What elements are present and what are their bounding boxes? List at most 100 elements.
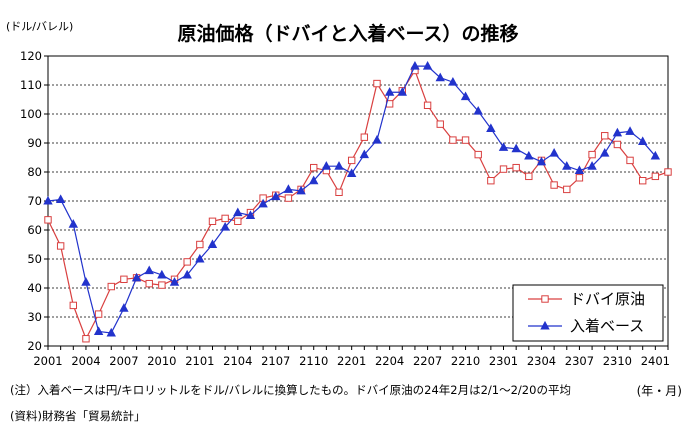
- data-point: [588, 150, 596, 159]
- data-point: [195, 253, 205, 263]
- data-point: [334, 161, 344, 170]
- x-axis-ticks: 2001 2004 2007 2010 2101 2104 2107 2110 2201 2204…: [33, 346, 670, 368]
- data-point: [360, 133, 369, 141]
- data-point: [169, 277, 180, 286]
- data-point: [373, 79, 381, 88]
- data-point: [550, 181, 558, 189]
- data-point: [68, 219, 79, 228]
- data-point: [540, 320, 550, 330]
- data-point: [233, 207, 243, 217]
- y-tick-label: 40: [27, 281, 42, 295]
- data-point: [664, 168, 672, 176]
- data-point: [271, 191, 281, 201]
- data-point: [283, 184, 294, 193]
- data-point: [335, 188, 343, 197]
- legend-label: 入着ベース: [570, 317, 644, 335]
- data-point: [536, 156, 547, 166]
- y-tick-label: 90: [27, 136, 42, 150]
- data-point: [106, 327, 116, 337]
- y-tick-label: 20: [27, 339, 42, 353]
- y-tick-label: 50: [27, 252, 42, 266]
- data-point: [69, 301, 78, 310]
- x-axis-unit: (年・月): [636, 384, 682, 398]
- x-tick-label: 2010: [147, 354, 176, 368]
- data-point: [575, 174, 584, 182]
- data-point: [650, 150, 661, 160]
- x-tick-label: 2207: [413, 354, 442, 368]
- data-point: [157, 269, 167, 279]
- data-point: [158, 281, 166, 289]
- data-point: [208, 217, 217, 226]
- data-point: [436, 120, 444, 128]
- data-point: [258, 198, 268, 208]
- data-point: [55, 194, 66, 204]
- data-point: [612, 127, 623, 137]
- data-point: [498, 142, 509, 151]
- data-point: [423, 101, 432, 109]
- x-tick-label: 2401: [641, 354, 670, 368]
- data-point: [321, 161, 332, 170]
- data-point: [461, 136, 470, 144]
- data-point: [574, 165, 585, 175]
- data-point: [651, 172, 660, 181]
- data-point: [613, 140, 622, 149]
- data-point: [359, 149, 370, 159]
- data-point: [310, 163, 318, 172]
- x-tick-label: 2007: [109, 354, 138, 368]
- data-point: [587, 161, 597, 170]
- x-tick-label: 2210: [451, 354, 480, 368]
- data-point: [120, 275, 128, 284]
- data-point: [525, 172, 533, 181]
- data-point: [448, 76, 458, 86]
- grid-lines: [48, 84, 668, 318]
- data-point: [486, 123, 496, 132]
- data-point: [119, 303, 129, 312]
- data-point: [43, 195, 53, 205]
- data-point: [93, 326, 104, 336]
- x-tick-label: 2310: [603, 354, 632, 368]
- y-tick-label: 110: [20, 78, 42, 92]
- data-point: [601, 132, 609, 140]
- y-tick-label: 100: [20, 107, 42, 121]
- y-tick-label: 80: [27, 165, 42, 179]
- data-point: [435, 72, 445, 82]
- legend-label: ドバイ原油: [570, 290, 645, 308]
- series-import-basis: [43, 61, 661, 337]
- data-point: [183, 258, 191, 266]
- data-point: [144, 265, 154, 275]
- x-tick-label: 2001: [33, 354, 62, 368]
- data-point: [563, 185, 571, 194]
- data-point: [221, 214, 229, 223]
- x-tick-label: 2104: [223, 354, 252, 368]
- data-point: [81, 277, 91, 286]
- data-point: [626, 156, 634, 165]
- data-point: [410, 61, 420, 70]
- data-point: [422, 61, 433, 70]
- legend-box: [512, 284, 664, 342]
- chart-title: 原油価格（ドバイと入着ベース）の推移: [177, 22, 518, 45]
- data-point: [625, 126, 635, 135]
- data-point: [94, 310, 103, 318]
- data-point: [82, 335, 90, 343]
- y-axis-unit: (ドル/バレル): [6, 20, 73, 33]
- x-tick-label: 2307: [565, 354, 594, 368]
- data-point: [511, 143, 521, 153]
- data-point: [499, 165, 508, 173]
- data-point: [449, 136, 457, 144]
- note-text: (注）入着ベースは円/キロリットルをドル/バレルに換算したもの。ドバイ原油の24…: [10, 383, 571, 397]
- x-tick-label: 2204: [375, 354, 404, 368]
- x-tick-label: 2201: [337, 354, 366, 368]
- data-point: [284, 194, 293, 202]
- data-point: [474, 150, 482, 159]
- series-layer: [43, 61, 672, 343]
- data-point: [473, 105, 483, 115]
- data-point: [487, 177, 495, 185]
- data-point: [296, 185, 306, 195]
- y-tick-label: 30: [27, 310, 42, 324]
- series-dubai-crude: [44, 66, 672, 343]
- x-tick-label: 2110: [299, 354, 328, 368]
- source-text: (資料)財務省「貿易統計」: [10, 409, 146, 423]
- data-point: [145, 279, 153, 288]
